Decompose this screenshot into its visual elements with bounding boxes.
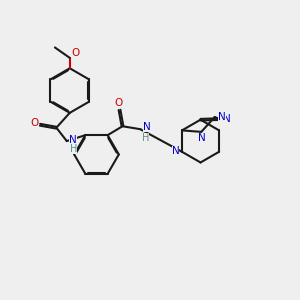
Text: N: N [223,114,230,124]
Text: N: N [69,135,77,145]
Text: N: N [198,134,206,143]
Text: H: H [70,144,77,154]
Text: O: O [71,47,79,58]
Text: N: N [218,112,226,122]
Text: H: H [142,133,149,142]
Text: N: N [143,122,151,132]
Text: O: O [114,98,122,108]
Text: O: O [31,118,39,128]
Text: N: N [172,146,179,156]
